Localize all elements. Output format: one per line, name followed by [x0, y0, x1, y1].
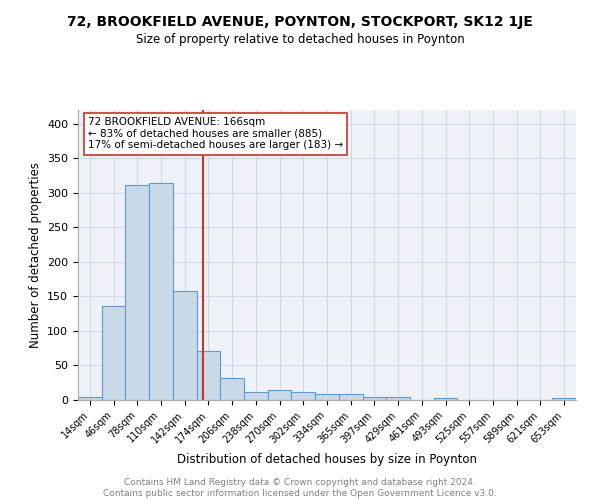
- Text: 72, BROOKFIELD AVENUE, POYNTON, STOCKPORT, SK12 1JE: 72, BROOKFIELD AVENUE, POYNTON, STOCKPOR…: [67, 15, 533, 29]
- Bar: [434, 398, 457, 400]
- X-axis label: Distribution of detached houses by size in Poynton: Distribution of detached houses by size …: [177, 453, 477, 466]
- Bar: [149, 183, 173, 400]
- Bar: [244, 392, 268, 400]
- Bar: [197, 351, 220, 400]
- Text: Contains HM Land Registry data © Crown copyright and database right 2024.
Contai: Contains HM Land Registry data © Crown c…: [103, 478, 497, 498]
- Y-axis label: Number of detached properties: Number of detached properties: [29, 162, 41, 348]
- Bar: [315, 394, 339, 400]
- Bar: [173, 291, 197, 400]
- Bar: [552, 398, 576, 400]
- Bar: [292, 392, 315, 400]
- Bar: [339, 394, 362, 400]
- Bar: [386, 397, 410, 400]
- Text: Size of property relative to detached houses in Poynton: Size of property relative to detached ho…: [136, 32, 464, 46]
- Bar: [362, 397, 386, 400]
- Bar: [78, 397, 102, 400]
- Bar: [102, 306, 125, 400]
- Bar: [220, 378, 244, 400]
- Text: 72 BROOKFIELD AVENUE: 166sqm
← 83% of detached houses are smaller (885)
17% of s: 72 BROOKFIELD AVENUE: 166sqm ← 83% of de…: [88, 117, 343, 150]
- Bar: [268, 390, 292, 400]
- Bar: [125, 186, 149, 400]
